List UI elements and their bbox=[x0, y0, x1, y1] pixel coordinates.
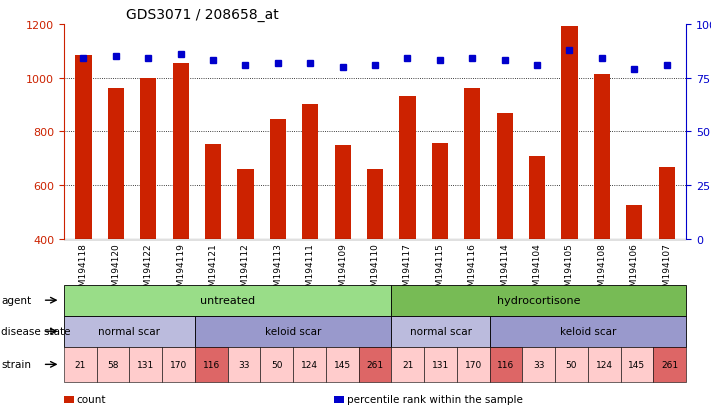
Text: 21: 21 bbox=[402, 360, 414, 369]
Text: normal scar: normal scar bbox=[410, 326, 471, 337]
Text: 50: 50 bbox=[271, 360, 282, 369]
Text: hydrocortisone: hydrocortisone bbox=[497, 295, 580, 306]
Bar bbox=[658, 168, 675, 347]
Bar bbox=[529, 156, 545, 347]
Text: 33: 33 bbox=[533, 360, 545, 369]
Bar bbox=[237, 169, 254, 347]
Text: agent: agent bbox=[1, 295, 31, 306]
Bar bbox=[367, 169, 383, 347]
Text: 124: 124 bbox=[596, 360, 613, 369]
Text: 131: 131 bbox=[432, 360, 449, 369]
Bar bbox=[108, 89, 124, 347]
Text: 170: 170 bbox=[170, 360, 187, 369]
Text: 116: 116 bbox=[498, 360, 515, 369]
Text: 261: 261 bbox=[661, 360, 678, 369]
Bar bbox=[173, 64, 188, 347]
Text: strain: strain bbox=[1, 359, 31, 370]
Text: 116: 116 bbox=[203, 360, 220, 369]
Text: count: count bbox=[77, 394, 106, 404]
Text: keloid scar: keloid scar bbox=[265, 326, 321, 337]
Text: 33: 33 bbox=[238, 360, 250, 369]
Text: 131: 131 bbox=[137, 360, 154, 369]
Bar bbox=[562, 27, 577, 347]
Bar bbox=[269, 119, 286, 347]
Text: 58: 58 bbox=[107, 360, 119, 369]
Text: keloid scar: keloid scar bbox=[560, 326, 616, 337]
Text: 124: 124 bbox=[301, 360, 318, 369]
Bar bbox=[400, 97, 415, 347]
Bar bbox=[464, 89, 481, 347]
Text: GDS3071 / 208658_at: GDS3071 / 208658_at bbox=[127, 8, 279, 22]
Text: percentile rank within the sample: percentile rank within the sample bbox=[347, 394, 523, 404]
Text: 50: 50 bbox=[566, 360, 577, 369]
Bar bbox=[432, 143, 448, 347]
Text: disease state: disease state bbox=[1, 326, 71, 337]
Text: normal scar: normal scar bbox=[99, 326, 161, 337]
Bar bbox=[205, 145, 221, 347]
Bar bbox=[75, 56, 92, 347]
Text: 261: 261 bbox=[366, 360, 384, 369]
Bar bbox=[496, 114, 513, 347]
Bar bbox=[335, 146, 351, 347]
Bar bbox=[140, 78, 156, 347]
Text: 170: 170 bbox=[465, 360, 482, 369]
Text: 145: 145 bbox=[629, 360, 646, 369]
Bar bbox=[626, 205, 642, 347]
Text: 145: 145 bbox=[333, 360, 351, 369]
Bar bbox=[594, 75, 610, 347]
Text: 21: 21 bbox=[75, 360, 86, 369]
Text: untreated: untreated bbox=[200, 295, 255, 306]
Bar bbox=[302, 104, 319, 347]
